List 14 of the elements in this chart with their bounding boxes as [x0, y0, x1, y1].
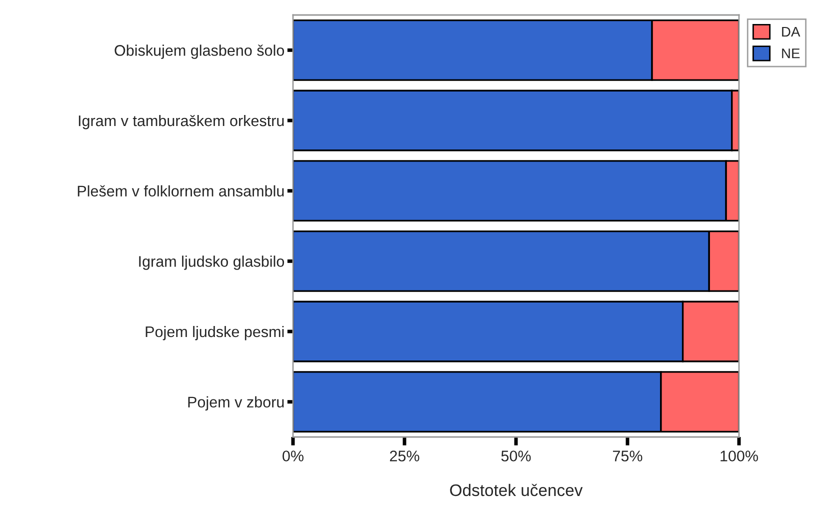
legend-label: DA: [782, 26, 800, 37]
y-tick-label: Igram v tamburaškem orkestru: [78, 114, 284, 130]
x-tick-label: 25%: [390, 450, 420, 462]
x-tick-label: 0%: [282, 450, 304, 462]
y-tick-label: Plešem v folklornem ansamblu: [78, 185, 284, 197]
y-tick-label: Igram ljudsko glasbilo: [139, 256, 284, 270]
y-tick-label: Obiskujem glasbeno šolo: [114, 44, 284, 59]
legend-label: NE: [782, 48, 800, 58]
y-tick-label: Pojem ljudske pesmi: [146, 326, 284, 340]
x-tick-label: 100%: [720, 450, 758, 462]
y-tick-label: Pojem v zboru: [188, 396, 284, 411]
x-tick-label: 50%: [501, 450, 531, 462]
x-tick-label: 75%: [612, 450, 642, 462]
x-axis-title: Odstotek učencev: [450, 484, 583, 496]
